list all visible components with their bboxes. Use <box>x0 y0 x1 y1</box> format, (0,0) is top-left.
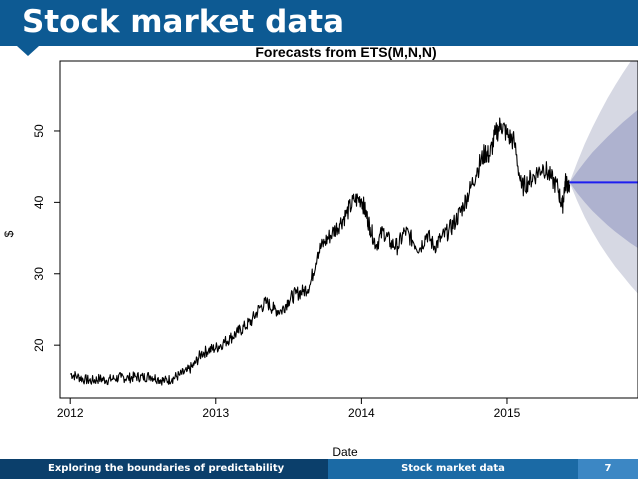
footer-talk-title: Exploring the boundaries of predictabili… <box>0 459 328 479</box>
x-tick-label: 2015 <box>494 406 521 420</box>
y-tick-label: 20 <box>32 338 46 352</box>
y-tick-label: 50 <box>32 124 46 138</box>
series-line <box>69 117 571 386</box>
y-axis-label: $ <box>2 230 16 237</box>
y-tick-label: 30 <box>32 267 46 281</box>
x-tick-label: 2014 <box>348 406 375 420</box>
forecast-band-80 <box>569 109 638 249</box>
slide-title: Stock market data <box>22 4 345 40</box>
slide-footer: Exploring the boundaries of predictabili… <box>0 459 638 479</box>
plot-frame <box>59 60 638 399</box>
x-tick-label: 2012 <box>57 406 84 420</box>
footer-page-number: 7 <box>578 459 638 479</box>
x-tick-label: 2013 <box>202 406 229 420</box>
chart-title: Forecasts from ETS(M,N,N) <box>255 46 436 60</box>
slide-header: Stock market data <box>0 0 638 46</box>
y-tick-label: 40 <box>32 195 46 209</box>
header-notch <box>17 46 39 56</box>
footer-section: Stock market data <box>328 459 578 479</box>
chart: Forecasts from ETS(M,N,N) 2012 2013 2014 20… <box>2 46 638 459</box>
x-axis-label: Date <box>332 445 358 459</box>
